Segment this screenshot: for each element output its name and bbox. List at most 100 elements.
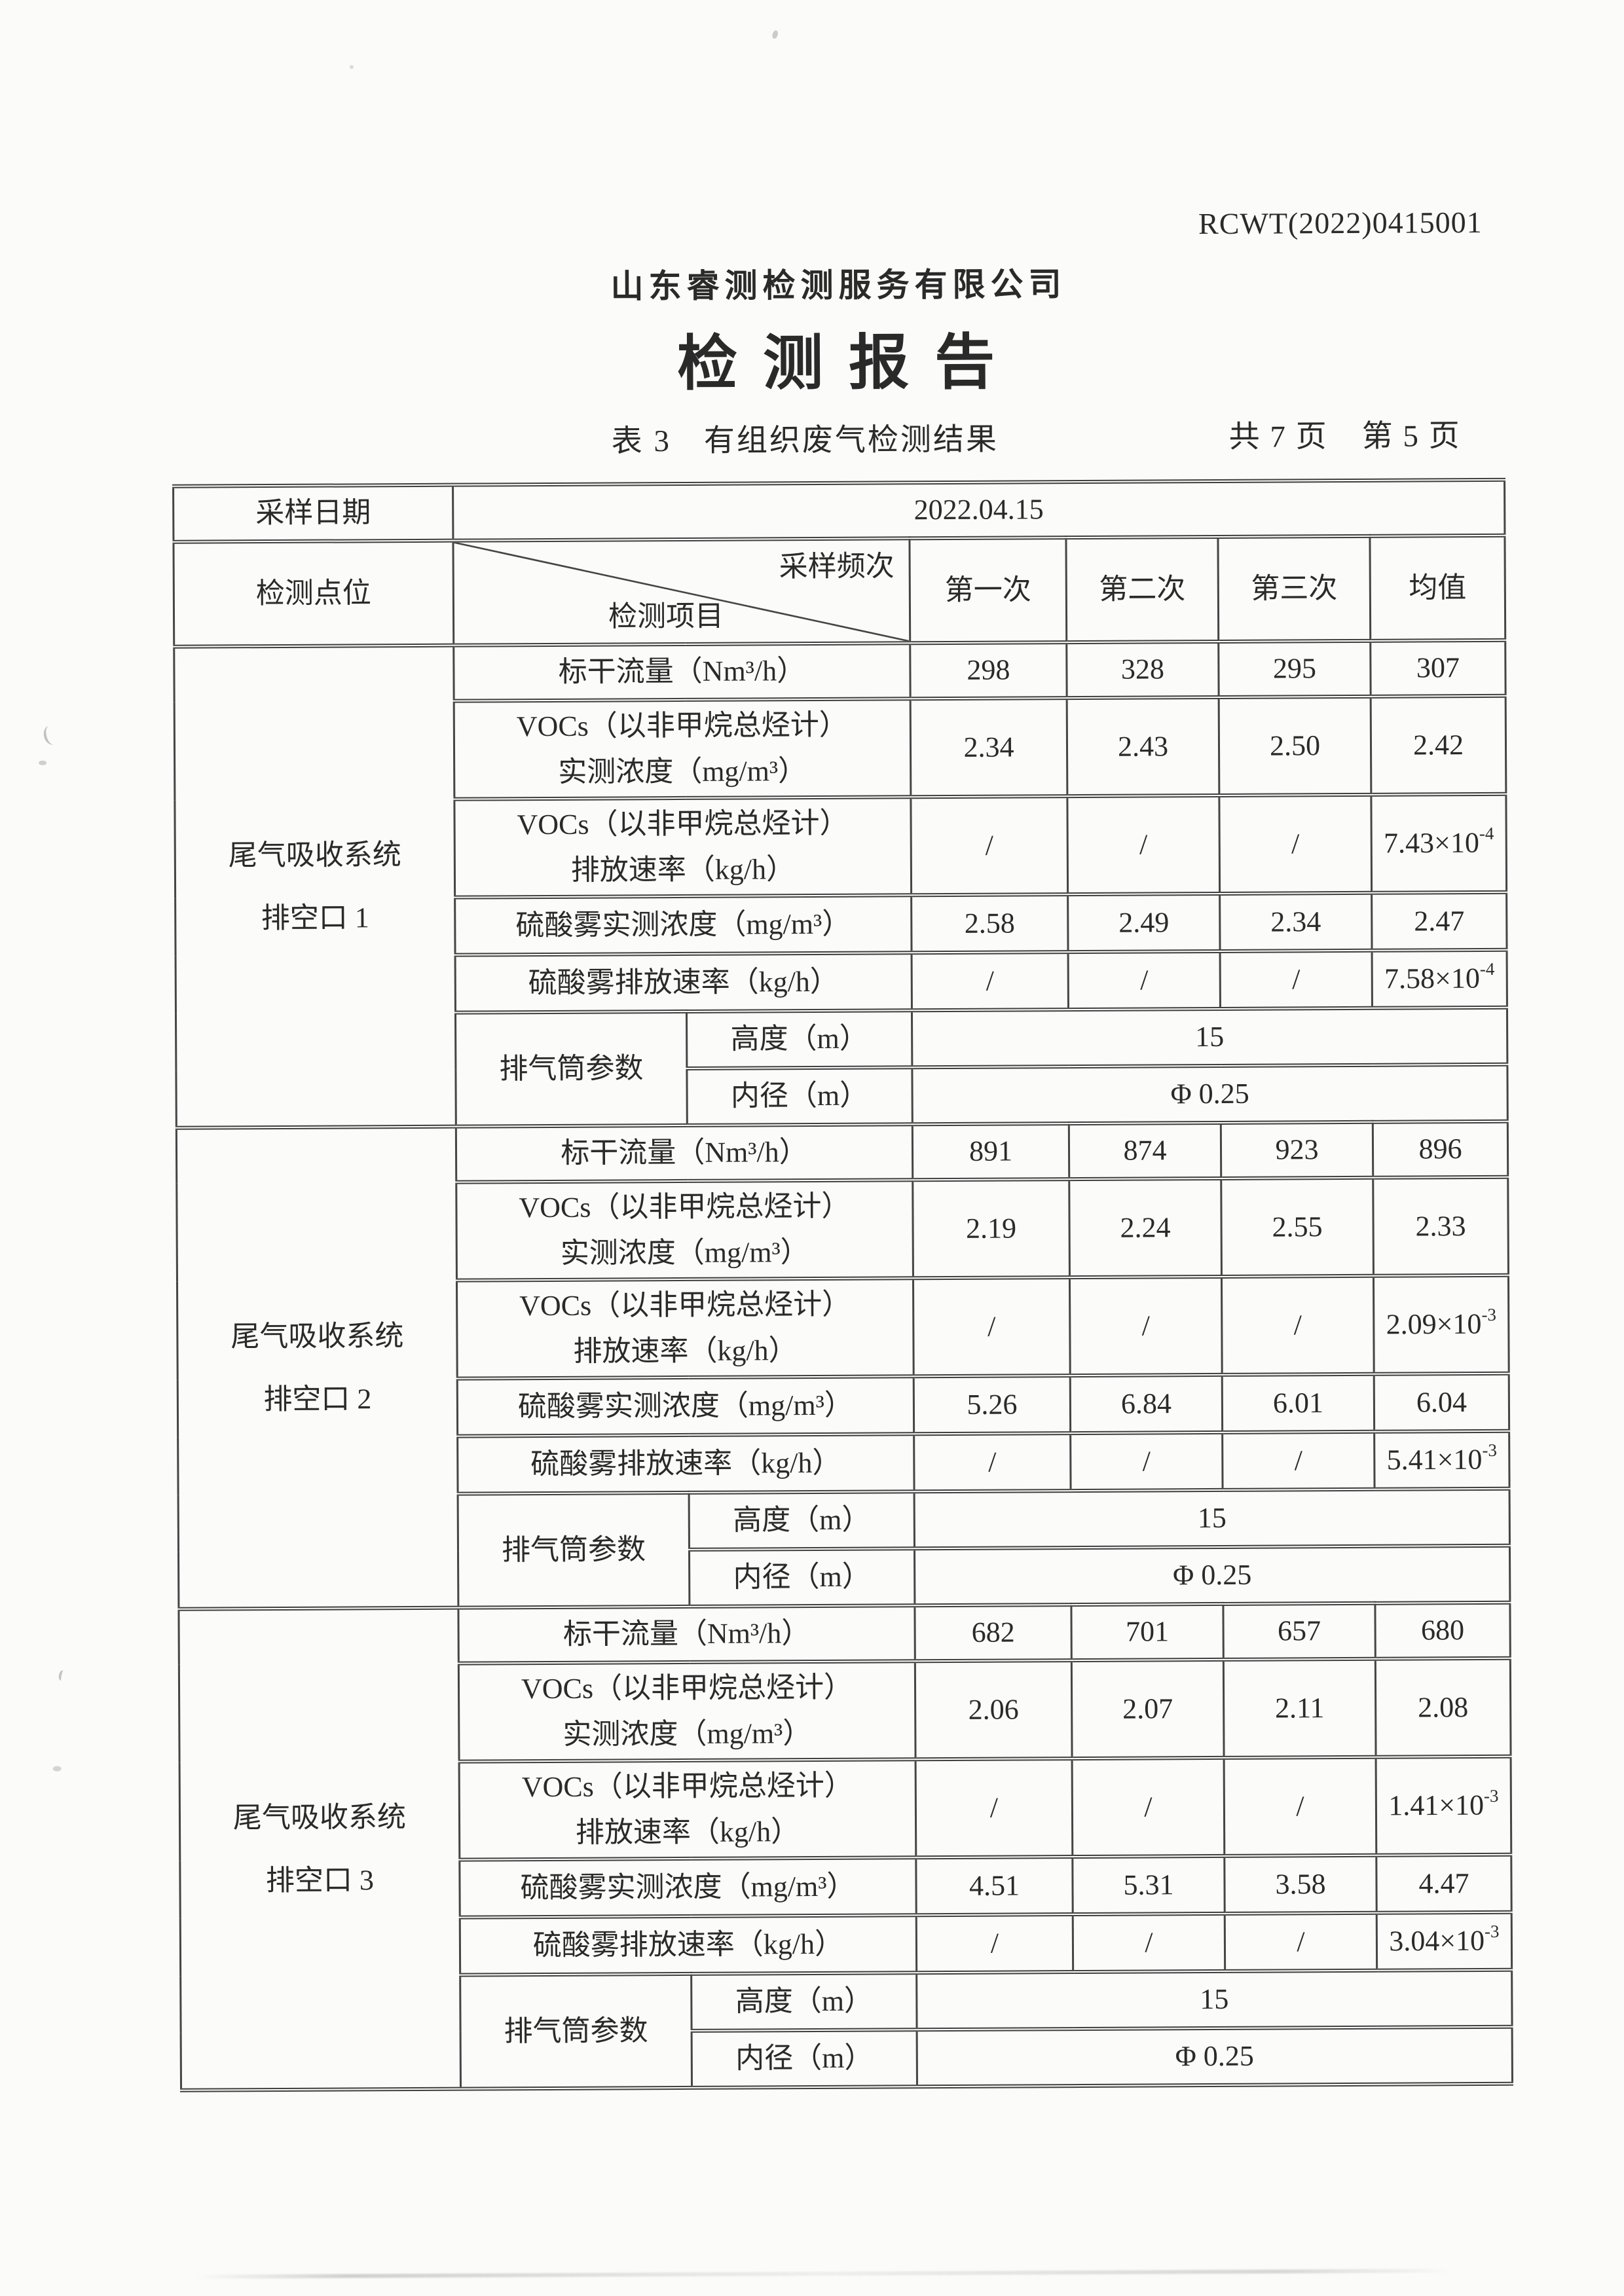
- sulfuric-mist-concentration-label: 硫酸雾实测浓度（mg/m³）: [457, 1376, 914, 1436]
- sulfuric-mist-rate-value: /: [916, 1914, 1073, 1973]
- stack-height-value: 15: [916, 1969, 1513, 2030]
- point-name-line2: 排空口 2: [263, 1382, 372, 1415]
- sulfuric-mist-rate-average: 5.41×10-3: [1374, 1430, 1510, 1489]
- sulfuric-mist-concentration-value: 2.34: [1219, 892, 1373, 951]
- flow-value: 874: [1069, 1122, 1221, 1180]
- table-row: 尾气吸收系统 排空口 1 标干流量（Nm³/h） 298 328 295 307: [174, 640, 1506, 1128]
- average-exponent: -3: [1484, 1922, 1500, 1942]
- sampling-date-value: 2022.04.15: [452, 479, 1505, 541]
- vocs-label-line2: 排放速率（kg/h）: [573, 1334, 798, 1368]
- sulfuric-mist-concentration-label: 硫酸雾实测浓度（mg/m³）: [454, 895, 912, 955]
- vocs-rate-average: 7.43×10-4: [1371, 793, 1507, 893]
- sulfuric-mist-concentration-value: 6.84: [1070, 1374, 1223, 1434]
- table-header-row: 检测点位 采样频次 检测项目 第一次 第二次 第三次 均值: [173, 535, 1505, 647]
- flow-value: 891: [912, 1123, 1069, 1180]
- table-row: 尾气吸收系统 排空口 3 标干流量（Nm³/h） 682 701 657 680: [178, 1602, 1511, 2090]
- vocs-concentration-value: 2.11: [1223, 1658, 1376, 1758]
- flow-average: 680: [1375, 1602, 1511, 1659]
- sulfuric-mist-concentration-value: 2.58: [911, 894, 1069, 953]
- stack-parameters-label: 排气筒参数: [455, 1011, 688, 1127]
- sulfuric-mist-rate-value: /: [1068, 951, 1221, 1010]
- vocs-label-line2: 实测浓度（mg/m³）: [563, 1717, 812, 1751]
- company-name: 山东睿测检测服务有限公司: [610, 266, 1067, 305]
- vocs-concentration-average: 2.33: [1373, 1176, 1509, 1276]
- flow-value: 682: [914, 1605, 1072, 1662]
- sulfuric-mist-concentration-value: 5.26: [913, 1376, 1071, 1434]
- average-exponent: -3: [1481, 1305, 1496, 1325]
- vocs-label-line2: 排放速率（kg/h）: [570, 853, 796, 886]
- vocs-rate-value: /: [1224, 1757, 1376, 1856]
- average-base: 7.43×10: [1383, 826, 1480, 860]
- scan-speck: [349, 65, 354, 69]
- vocs-concentration-value: 2.34: [910, 698, 1067, 797]
- stack-height-value: 15: [912, 1007, 1507, 1068]
- header-first-sample: 第一次: [909, 538, 1067, 644]
- stack-diameter-value: Φ 0.25: [912, 1064, 1508, 1125]
- sulfuric-mist-rate-label: 硫酸雾排放速率（kg/h）: [460, 1915, 917, 1975]
- sulfuric-mist-concentration-value: 6.01: [1222, 1374, 1375, 1432]
- results-table: 采样日期 2022.04.15 检测点位 采样频次 检测项目 第一次 第二次 第…: [172, 478, 1513, 2092]
- sulfuric-mist-rate-value: /: [1070, 1432, 1223, 1491]
- report-title: 检 测 报 告: [676, 329, 1001, 397]
- sulfuric-mist-rate-label: 硫酸雾排放速率（kg/h）: [455, 953, 912, 1013]
- table-caption: 表 3 有组织废气检测结果: [611, 422, 999, 459]
- vocs-rate-value: /: [910, 796, 1068, 896]
- flow-average: 896: [1373, 1121, 1508, 1178]
- total-pages-label: 共 7 页: [1228, 420, 1328, 454]
- flow-value: 657: [1223, 1603, 1376, 1660]
- diagonal-header-cell: 采样频次 检测项目: [452, 538, 910, 646]
- average-exponent: -3: [1482, 1440, 1497, 1461]
- sampling-date-row: 采样日期 2022.04.15: [173, 479, 1505, 542]
- monitoring-point-cell-2: 尾气吸收系统 排空口 3: [178, 1607, 461, 2090]
- vocs-label-line2: 实测浓度（mg/m³）: [560, 1236, 809, 1269]
- average-base: 3.04×10: [1389, 1924, 1485, 1958]
- vocs-concentration-value: 2.19: [912, 1179, 1070, 1279]
- vocs-concentration-label: VOCs（以非甲烷总烃计） 实测浓度（mg/m³）: [454, 699, 911, 799]
- vocs-concentration-value: 2.55: [1221, 1177, 1374, 1277]
- stack-diameter-label: 内径（m）: [689, 1548, 915, 1607]
- average-exponent: -4: [1479, 824, 1494, 844]
- sulfuric-mist-rate-average: 3.04×10-3: [1376, 1912, 1512, 1971]
- scan-edge-shadow: [195, 2269, 1453, 2279]
- sampling-frequency-label: 采样频次: [779, 550, 895, 583]
- vocs-label-line1: VOCs（以非甲烷总烃计）: [519, 1288, 851, 1322]
- flow-value: 923: [1221, 1121, 1373, 1178]
- monitoring-item-label: 检测项目: [608, 600, 724, 633]
- flow-value: 295: [1218, 640, 1371, 697]
- vocs-rate-value: /: [1221, 1275, 1375, 1375]
- vocs-rate-value: /: [1072, 1757, 1225, 1857]
- stack-diameter-value: Φ 0.25: [917, 2026, 1513, 2087]
- header-third-sample: 第三次: [1217, 536, 1371, 642]
- vocs-concentration-value: 2.43: [1067, 697, 1219, 797]
- vocs-rate-value: /: [1219, 794, 1372, 894]
- header-second-sample: 第二次: [1065, 536, 1219, 643]
- vocs-rate-average: 2.09×10-3: [1373, 1275, 1509, 1374]
- sulfuric-mist-rate-label: 硫酸雾排放速率（kg/h）: [457, 1434, 915, 1494]
- scan-smudge: [39, 760, 47, 765]
- sulfuric-mist-concentration-value: 2.49: [1067, 893, 1221, 953]
- flow-label: 标干流量（Nm³/h）: [453, 643, 911, 701]
- vocs-concentration-average: 2.08: [1375, 1658, 1511, 1757]
- average-base: 2.09×10: [1386, 1307, 1482, 1341]
- table-row: 尾气吸收系统 排空口 2 标干流量（Nm³/h） 891 874 923 896: [176, 1121, 1508, 1609]
- scan-smudge: [41, 723, 62, 747]
- vocs-concentration-label: VOCs（以非甲烷总烃计） 实测浓度（mg/m³）: [458, 1661, 916, 1762]
- flow-average: 307: [1370, 640, 1506, 697]
- sulfuric-mist-concentration-label: 硫酸雾实测浓度（mg/m³）: [459, 1857, 917, 1918]
- stack-height-label: 高度（m）: [686, 1010, 912, 1068]
- stack-diameter-label: 内径（m）: [692, 2030, 917, 2088]
- flow-value: 701: [1071, 1603, 1224, 1661]
- flow-value: 328: [1066, 641, 1219, 699]
- sulfuric-mist-concentration-average: 4.47: [1376, 1854, 1512, 1913]
- vocs-rate-label: VOCs（以非甲烷总烃计） 排放速率（kg/h）: [454, 797, 912, 898]
- monitoring-point-label: 检测点位: [173, 540, 454, 647]
- vocs-rate-value: /: [913, 1277, 1071, 1377]
- sulfuric-mist-rate-value: /: [1225, 1912, 1377, 1971]
- vocs-label-line2: 实测浓度（mg/m³）: [558, 755, 807, 788]
- point-name-line1: 尾气吸收系统: [232, 1800, 407, 1834]
- point-name-line2: 排空口 1: [261, 901, 369, 934]
- sulfuric-mist-rate-value: /: [1220, 950, 1373, 1009]
- monitoring-point-cell-1: 尾气吸收系统 排空口 2: [176, 1126, 458, 1609]
- vocs-rate-label: VOCs（以非甲烷总烃计） 排放速率（kg/h）: [456, 1278, 914, 1379]
- vocs-label-line1: VOCs（以非甲烷总烃计）: [519, 1190, 851, 1224]
